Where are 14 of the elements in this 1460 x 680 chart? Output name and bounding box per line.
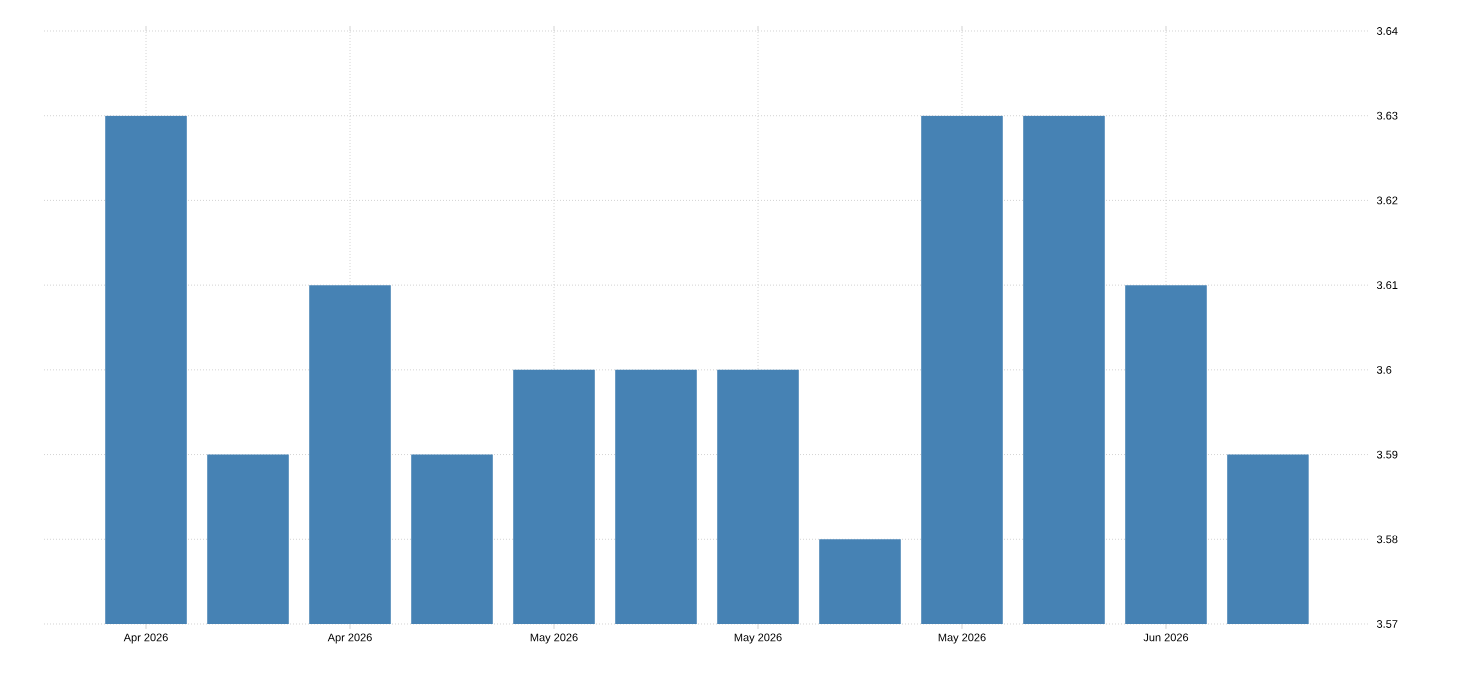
y-tick-label: 3.61 (1376, 281, 1398, 290)
x-tick-label: Apr 2026 (123, 633, 168, 644)
x-tick-label: May 2026 (734, 633, 782, 644)
x-tick-label: May 2026 (530, 633, 578, 644)
y-tick-label: 3.58 (1376, 535, 1398, 544)
y-tick-label: 3.59 (1376, 450, 1398, 459)
y-tick-label: 3.6 (1376, 365, 1392, 374)
x-tick-label: Apr 2026 (327, 633, 372, 644)
y-tick-label: 3.62 (1376, 196, 1398, 205)
y-tick-label: 3.63 (1376, 111, 1398, 120)
x-tick-label: May 2026 (938, 633, 986, 644)
y-tick-label: 3.64 (1376, 27, 1398, 35)
x-tick-label: Jun 2026 (1143, 633, 1189, 642)
y-tick-label: 3.57 (1376, 620, 1398, 628)
